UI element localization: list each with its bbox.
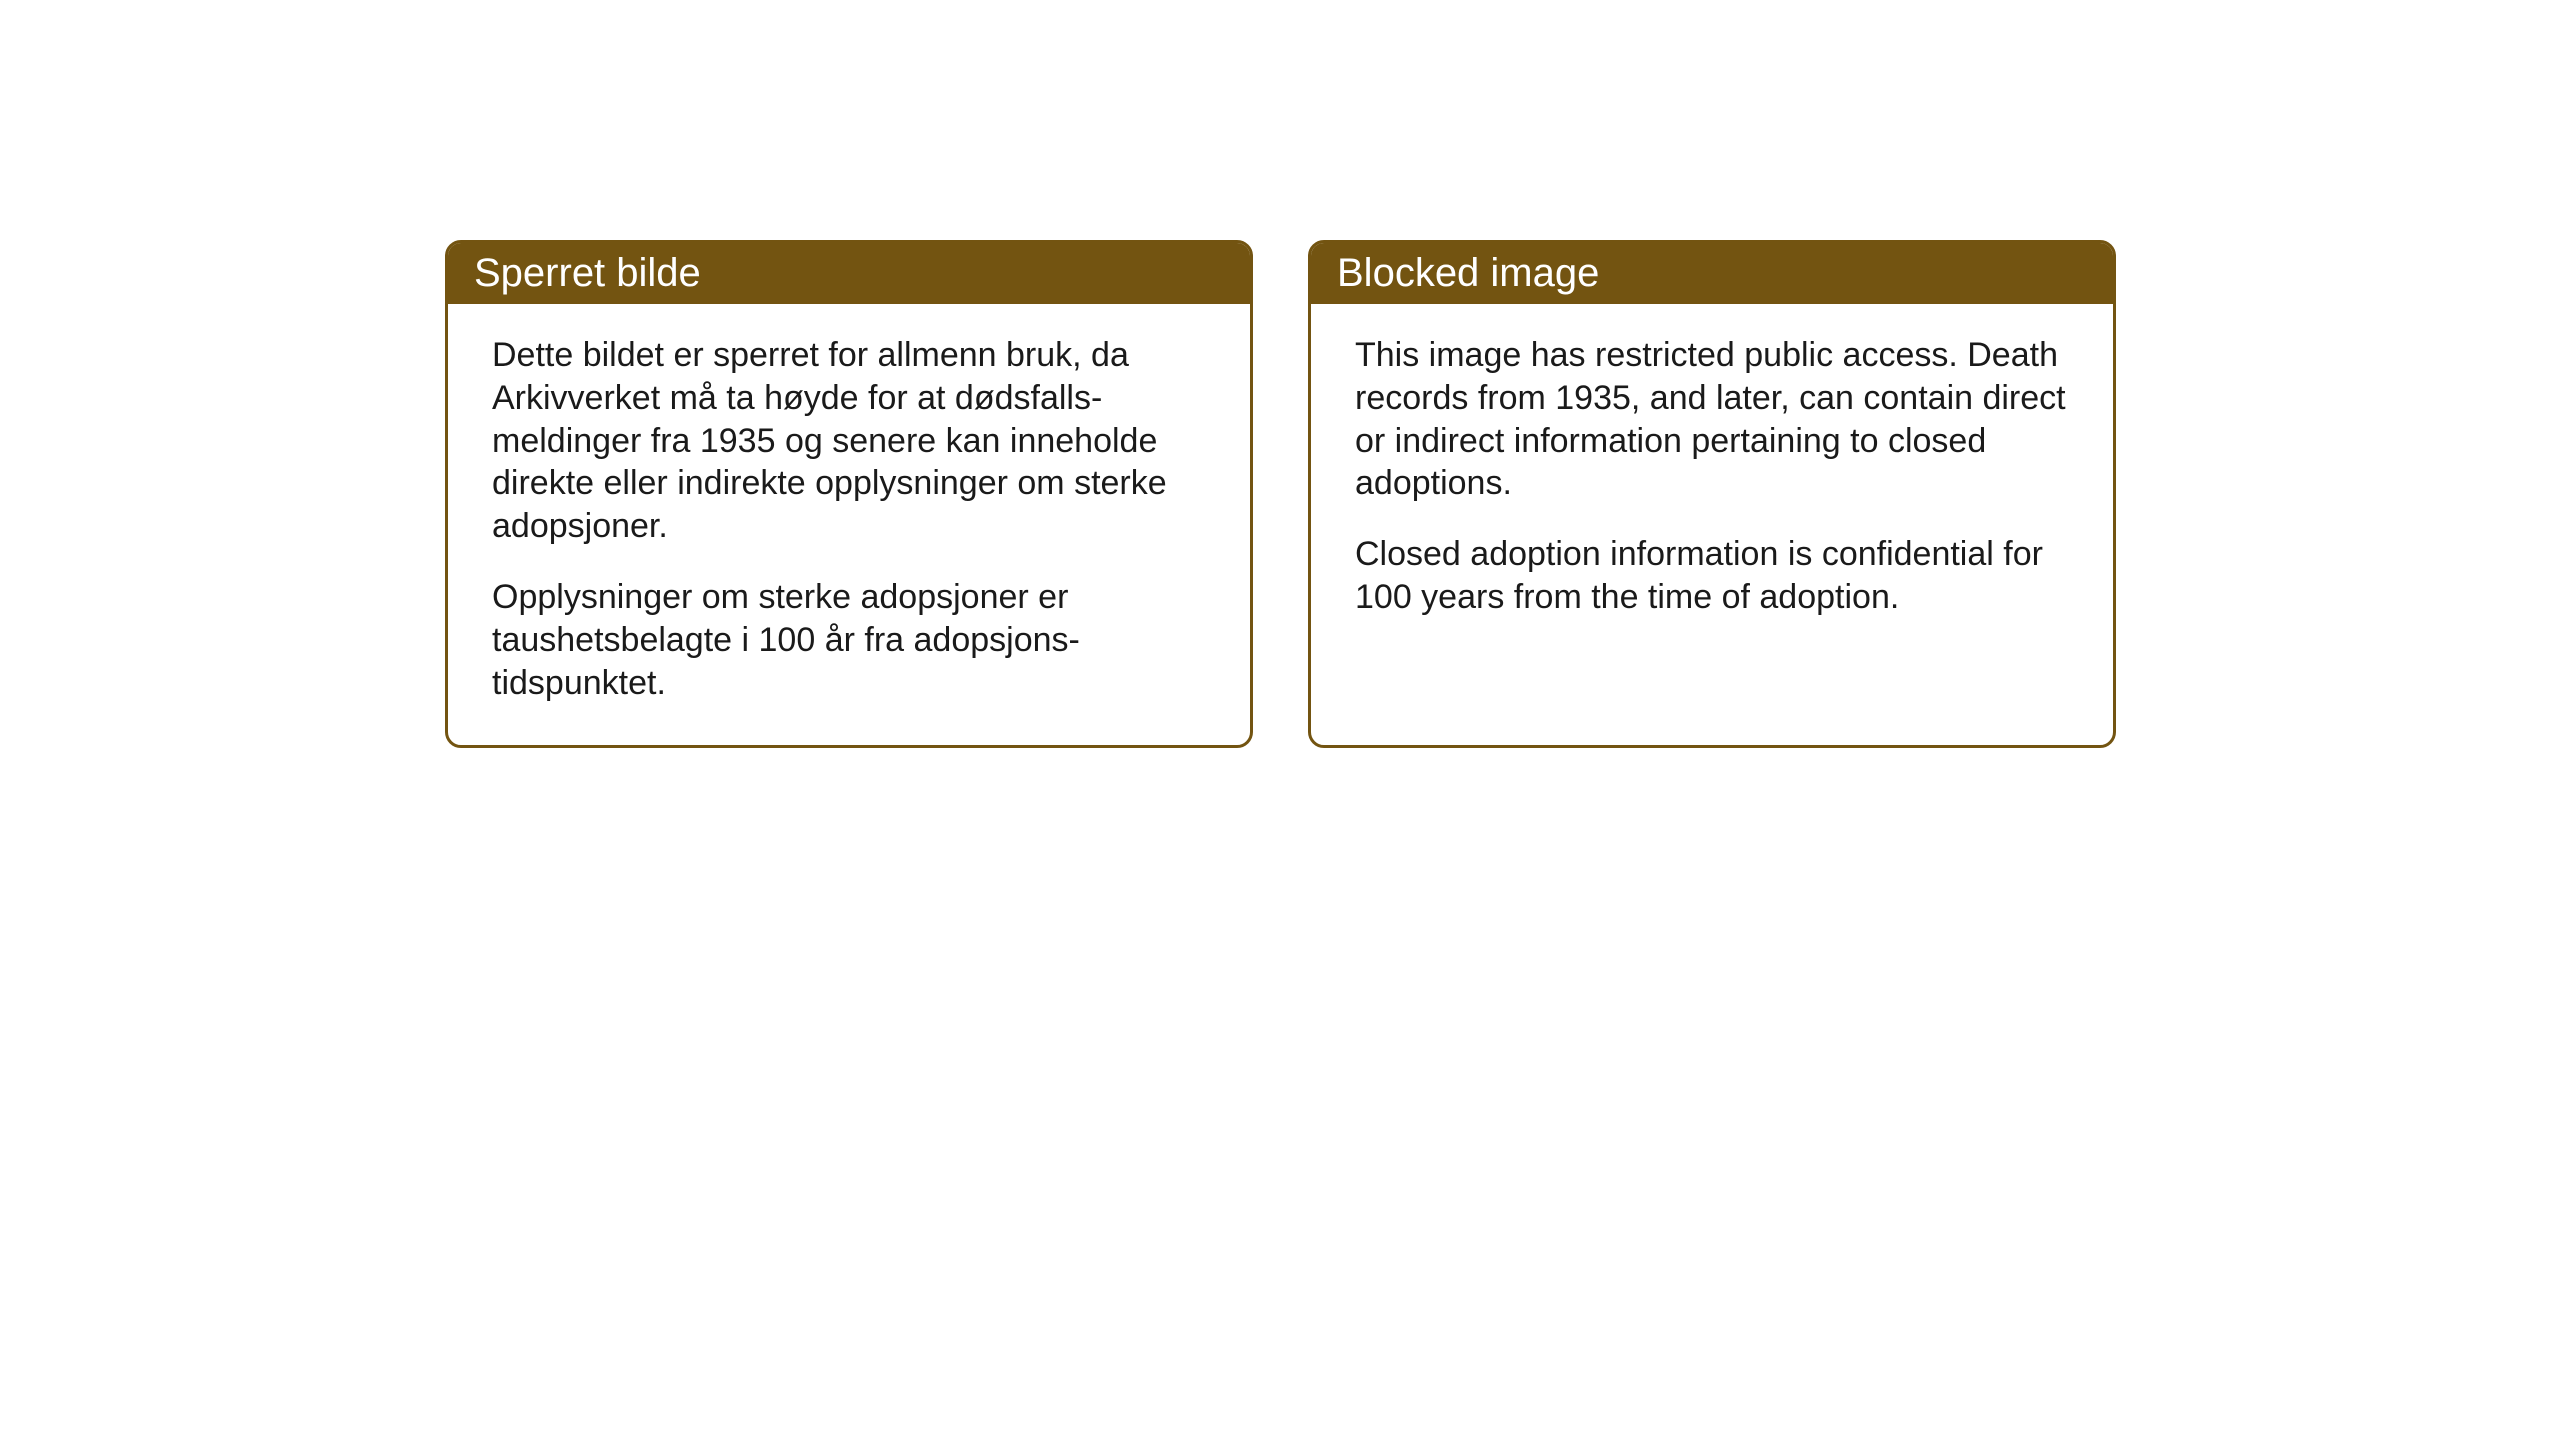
card-paragraph2-english: Closed adoption information is confident…: [1355, 533, 2069, 619]
card-paragraph2-norwegian: Opplysninger om sterke adopsjoner er tau…: [492, 576, 1206, 704]
card-header-english: Blocked image: [1311, 243, 2113, 304]
card-title-english: Blocked image: [1337, 251, 1599, 295]
card-paragraph1-norwegian: Dette bildet er sperret for allmenn bruk…: [492, 334, 1206, 548]
card-body-norwegian: Dette bildet er sperret for allmenn bruk…: [448, 304, 1250, 745]
notice-card-english: Blocked image This image has restricted …: [1308, 240, 2116, 748]
card-title-norwegian: Sperret bilde: [474, 251, 701, 295]
notice-card-norwegian: Sperret bilde Dette bildet er sperret fo…: [445, 240, 1253, 748]
card-paragraph1-english: This image has restricted public access.…: [1355, 334, 2069, 505]
card-body-english: This image has restricted public access.…: [1311, 304, 2113, 711]
notice-container: Sperret bilde Dette bildet er sperret fo…: [445, 240, 2116, 748]
card-header-norwegian: Sperret bilde: [448, 243, 1250, 304]
